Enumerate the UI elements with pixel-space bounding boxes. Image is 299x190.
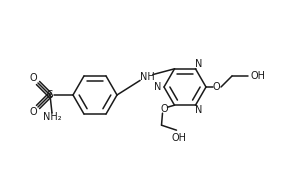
- Text: NH₂: NH₂: [43, 112, 61, 122]
- Text: OH: OH: [251, 71, 266, 81]
- Text: OH: OH: [172, 133, 187, 143]
- Text: O: O: [161, 104, 168, 114]
- Text: N: N: [154, 82, 162, 92]
- Text: O: O: [212, 82, 220, 92]
- Text: N: N: [195, 105, 202, 115]
- Text: S: S: [47, 90, 53, 100]
- Text: N: N: [195, 59, 202, 69]
- Text: NH: NH: [140, 72, 155, 82]
- Text: O: O: [29, 107, 37, 117]
- Text: O: O: [29, 73, 37, 83]
